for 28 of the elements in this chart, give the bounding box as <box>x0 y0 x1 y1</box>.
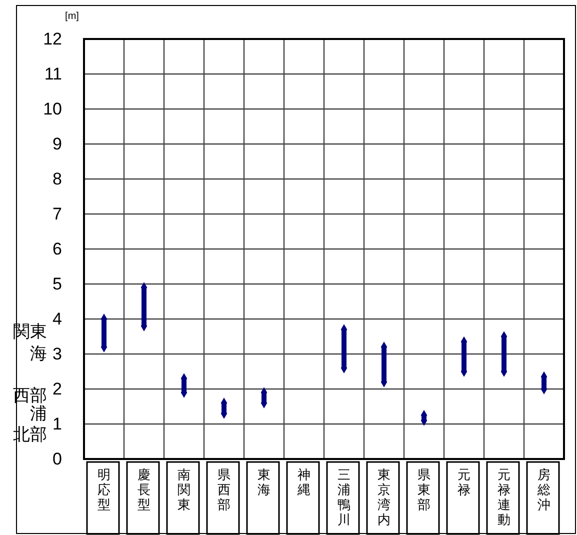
y-axis-title: [m] <box>65 11 80 22</box>
x-tick-label: 三浦鴨川 <box>338 467 350 527</box>
text: 海 <box>30 344 47 363</box>
y-tick-label: 12 <box>43 29 62 48</box>
x-tick-label: 神縄 <box>296 467 310 497</box>
x-tick-label: 明応型 <box>98 467 110 512</box>
x-tick-label: 東海 <box>258 467 270 497</box>
y-tick-label: 10 <box>43 99 62 118</box>
y-tick-label: 8 <box>52 169 62 188</box>
x-tick-label: 東京湾内 <box>378 467 390 527</box>
y-tick-label: 7 <box>52 204 62 224</box>
y-tick-label: 1 <box>52 414 62 434</box>
y-tick-label: 5 <box>52 274 62 294</box>
x-tick-label: 元禄 <box>458 467 470 497</box>
y-tick-label: 3 <box>52 344 62 364</box>
x-tick-label: 南関東 <box>178 467 190 512</box>
x-tick-label: 元禄連動 <box>498 467 510 527</box>
y-tick-label: 0 <box>52 449 62 468</box>
y-tick-label: 9 <box>52 134 62 154</box>
y-tick-label: 2 <box>52 379 62 398</box>
y-tick-label: 6 <box>52 239 62 258</box>
x-tick-label: 県東部 <box>418 467 430 512</box>
y-tick-label: 11 <box>44 64 62 84</box>
x-tick-label: 県西部 <box>218 467 230 512</box>
x-tick-label: 慶長型 <box>138 467 150 512</box>
text: 浦 <box>30 404 47 423</box>
x-tick-label: 房総沖 <box>536 467 550 512</box>
y-tick-label: 4 <box>52 309 62 328</box>
